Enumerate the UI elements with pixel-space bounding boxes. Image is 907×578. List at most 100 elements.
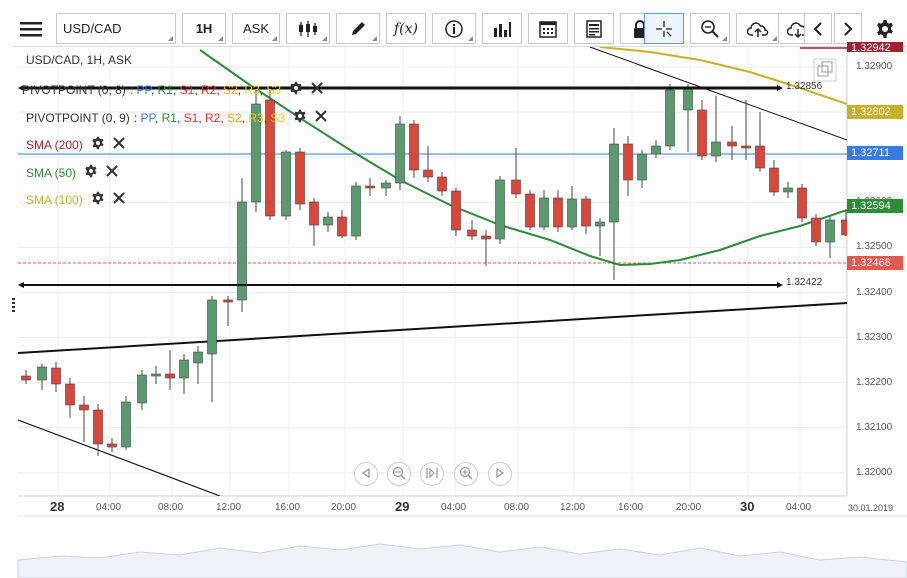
pan-left-button[interactable] — [354, 462, 378, 486]
left-resize-handle[interactable] — [12, 298, 15, 312]
price-type-selector[interactable]: ASK — [232, 13, 280, 44]
time-label: 04:00 — [96, 502, 122, 513]
pivot-item-r1: R1 — [157, 82, 173, 97]
symbol-selector[interactable]: USD/CAD — [56, 13, 176, 44]
candle — [351, 182, 361, 240]
close-icon[interactable] — [311, 82, 323, 97]
candle — [193, 346, 203, 384]
pan-right-button[interactable] — [488, 462, 512, 486]
candle — [811, 214, 821, 246]
navigator-sparkline — [17, 543, 907, 578]
pivot-item-r3: R3 — [244, 82, 260, 97]
price-tick-label: 1.32400 — [856, 286, 893, 298]
candle — [223, 296, 233, 326]
price-tick-label: 1.32500 — [856, 241, 893, 253]
close-icon[interactable] — [112, 192, 125, 207]
candle — [595, 218, 605, 256]
info-button[interactable] — [432, 13, 476, 44]
maximize-icon[interactable] — [813, 58, 837, 82]
upper-channel-line[interactable] — [589, 47, 847, 141]
pivot-legend-row-1: PIVOTPOINT (0, 8) : PP, R1, S1, R2, S2, … — [22, 81, 323, 98]
close-icon[interactable] — [112, 137, 125, 152]
crosshair-icon — [654, 19, 674, 39]
magnifier-icon — [700, 19, 720, 39]
calendar-icon — [538, 19, 558, 39]
sma-50-line — [199, 49, 847, 267]
dropdown-corner-icon — [272, 36, 277, 41]
hamburger-icon — [20, 21, 42, 37]
candle — [437, 172, 447, 196]
dropdown-corner-icon — [372, 36, 377, 41]
close-icon[interactable] — [106, 165, 118, 180]
candle — [51, 362, 61, 392]
close-icon[interactable] — [315, 110, 327, 125]
candle — [137, 370, 147, 410]
dropdown-corner-icon — [468, 36, 473, 41]
price-tick-label: 1.32100 — [856, 421, 893, 433]
candle — [825, 216, 835, 258]
zoom-button[interactable] — [690, 13, 730, 44]
indicators-button[interactable]: f(x) — [386, 13, 426, 44]
chart-toolbar: USD/CAD 1H ASK f(x) — [12, 10, 907, 47]
day-label: 29 — [395, 499, 410, 514]
support-trendline[interactable] — [18, 302, 847, 354]
dropdown-corner-icon — [322, 36, 327, 41]
reset-view-button[interactable] — [420, 462, 444, 486]
pivot-item-s1: S1 — [183, 110, 199, 125]
candle — [581, 196, 591, 234]
drawing-tools-button[interactable] — [336, 13, 380, 44]
candle — [539, 190, 549, 230]
chart-type-button[interactable] — [286, 13, 330, 44]
candle — [683, 84, 693, 152]
candle — [451, 188, 461, 236]
zoom-out-button[interactable] — [387, 462, 411, 486]
price-tag: 1.32711 — [847, 146, 903, 160]
candle — [553, 190, 563, 232]
gear-icon[interactable] — [91, 191, 105, 208]
candle — [237, 178, 247, 312]
time-label: 04:00 — [441, 502, 467, 513]
timeframe-selector[interactable]: 1H — [182, 13, 226, 44]
volume-button[interactable] — [482, 13, 522, 44]
pivot-item-s3: S3 — [270, 110, 286, 125]
lower-line-value: 1.32422 — [786, 277, 823, 288]
pivot-item-s3: S3 — [266, 82, 282, 97]
candle — [651, 140, 661, 158]
report-button[interactable] — [574, 13, 614, 44]
pivot-2-items: : PP, R1, S1, R2, S2, R3, S3 — [133, 110, 286, 125]
candle — [467, 220, 477, 240]
gear-icon[interactable] — [84, 164, 98, 181]
lower-line-left-arrow-icon — [18, 282, 24, 288]
gear-icon[interactable] — [91, 136, 105, 153]
gear-icon[interactable] — [289, 81, 303, 98]
scroll-left-button[interactable] — [804, 13, 832, 44]
candle — [697, 100, 707, 160]
pivot-item-pp: PP — [136, 82, 151, 97]
candle — [623, 136, 633, 196]
candle — [179, 354, 189, 394]
scroll-right-button[interactable] — [834, 13, 862, 44]
gear-icon[interactable] — [293, 109, 307, 126]
calendar-button[interactable] — [528, 13, 568, 44]
upload-button[interactable] — [736, 13, 780, 44]
zoom-in-button[interactable] — [454, 462, 478, 486]
candle — [525, 190, 535, 230]
price-tag: 1.32468 — [847, 256, 903, 270]
day-label: 28 — [50, 499, 65, 514]
document-icon — [584, 19, 604, 39]
time-label: 04:00 — [786, 502, 812, 513]
lower-channel-line[interactable] — [18, 419, 221, 496]
pivot-item-r1: R1 — [161, 110, 177, 125]
candlestick-icon — [297, 20, 319, 38]
candle — [783, 182, 793, 198]
crosshair-button[interactable] — [644, 13, 684, 44]
zoom-in-icon — [459, 466, 473, 483]
menu-button[interactable] — [12, 13, 50, 44]
time-label: 20:00 — [676, 502, 702, 513]
sma-200-legend: SMA (200) — [26, 136, 125, 153]
candle — [797, 184, 807, 222]
candle — [107, 438, 117, 452]
pivot-item-s1: S1 — [179, 82, 195, 97]
settings-button[interactable] — [868, 13, 902, 44]
